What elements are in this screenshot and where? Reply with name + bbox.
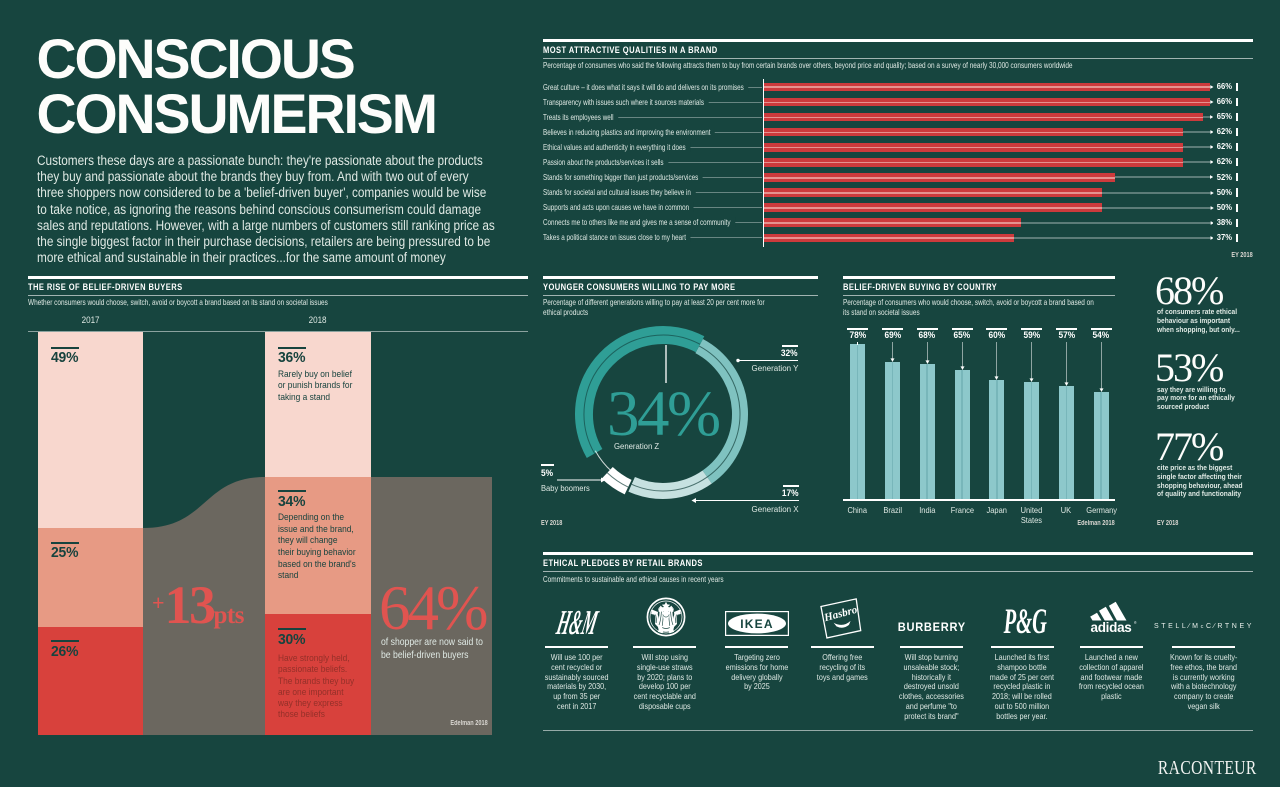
svg-text:®: ® (1134, 621, 1137, 625)
svg-text:Hasbro: Hasbro (822, 604, 859, 625)
svg-text:IKEA: IKEA (740, 616, 773, 630)
svg-text:adidas: adidas (1091, 620, 1132, 634)
